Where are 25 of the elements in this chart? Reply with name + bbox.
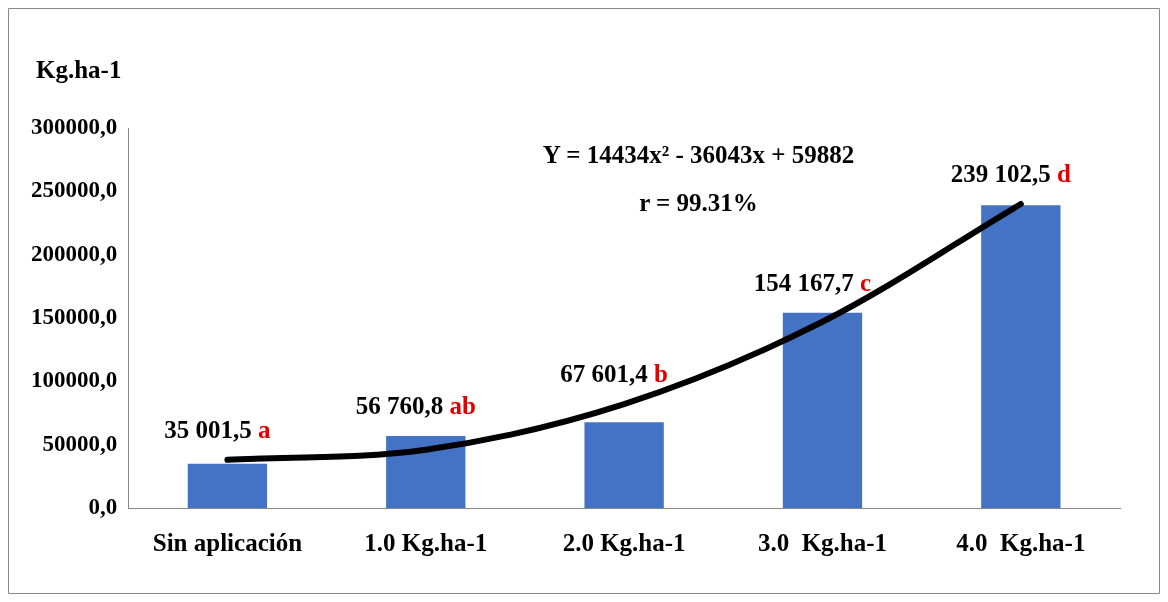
x-tick-label: 4.0 Kg.ha-1	[956, 529, 1086, 557]
y-tick-label: 200000,0	[31, 240, 118, 266]
bar	[386, 436, 466, 508]
y-tick-label: 50000,0	[42, 430, 118, 456]
bar	[187, 463, 268, 508]
data-label: 35 001,5 a	[164, 415, 272, 443]
annotation: r = 99.31%	[639, 189, 758, 216]
x-tick-label: 3.0 Kg.ha-1	[757, 529, 888, 557]
bar	[584, 422, 664, 508]
y-tick-label: 100000,0	[31, 367, 118, 393]
annotation: Y = 14434x² - 36043x + 59882	[542, 141, 855, 168]
data-label: 67 601,4 b	[560, 360, 668, 388]
x-tick-label: 1.0 Kg.ha-1	[364, 529, 488, 557]
data-label: 154 167,7 c	[753, 268, 872, 296]
y-tick-label: 250000,0	[31, 177, 118, 203]
x-tick-label: Sin aplicación	[152, 529, 303, 557]
data-label: 239 102,5 d	[950, 160, 1071, 187]
y-tick-label: 0,0	[88, 493, 118, 519]
bar	[782, 312, 863, 508]
bar	[981, 205, 1061, 508]
y-tick-label: 300000,0	[31, 113, 118, 139]
x-tick-label: 2.0 Kg.ha-1	[562, 529, 686, 557]
y-axis-title: Kg.ha-1	[36, 56, 122, 83]
y-tick-label: 150000,0	[31, 303, 118, 329]
data-label: 56 760,8 ab	[355, 392, 476, 420]
